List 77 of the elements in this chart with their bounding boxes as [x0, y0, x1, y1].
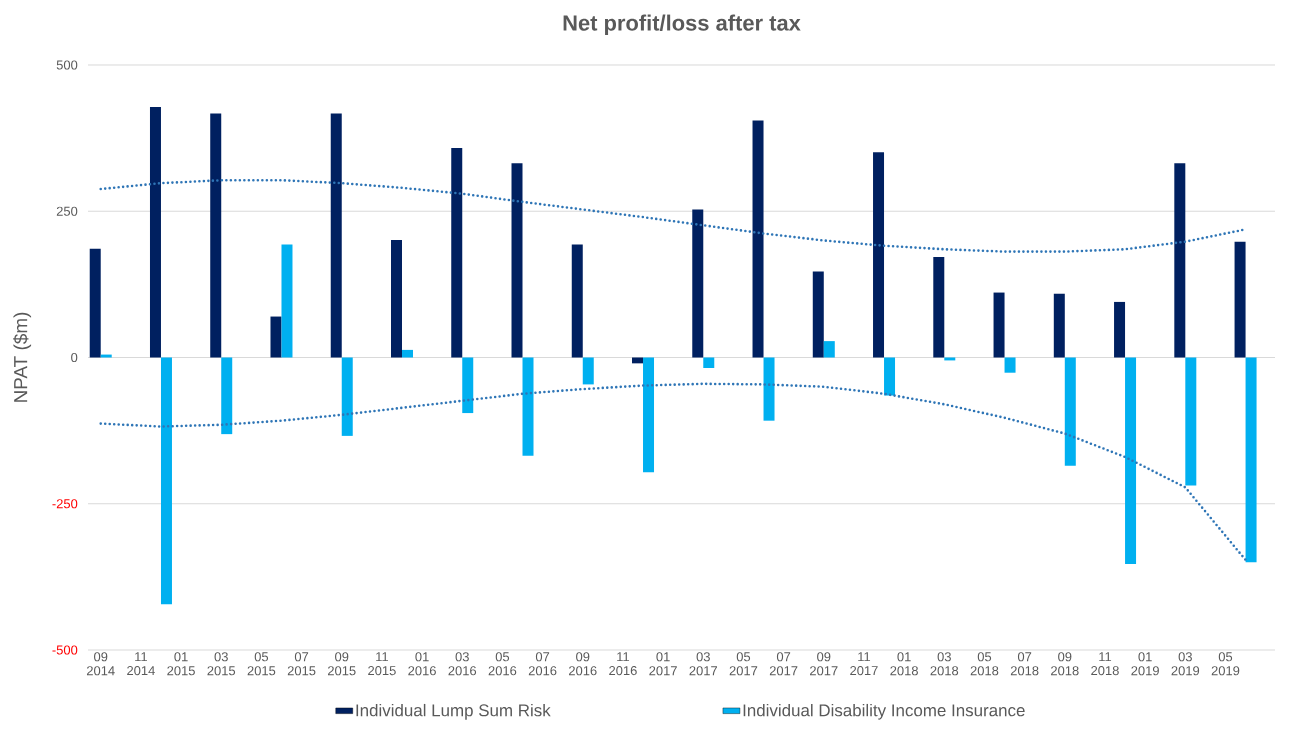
x-tick-label: 09 2016: [569, 652, 597, 676]
x-tick-label: 01 2018: [890, 652, 918, 676]
x-tick-label: 05 2016: [488, 652, 517, 676]
x-tick-label: 05 2019: [1211, 652, 1240, 676]
bar: [703, 357, 715, 369]
x-tick-label: 09 2017: [810, 652, 838, 676]
x-tick-label: 01 2017: [649, 652, 677, 676]
bar: [281, 244, 293, 358]
y-tick-label: 500: [56, 60, 78, 70]
x-tick-label: 03 2015: [207, 652, 236, 676]
bar: [270, 316, 282, 358]
x-tick-label: 07 2016: [528, 652, 557, 676]
bar: [462, 357, 474, 414]
x-tick-label: 05 2017: [729, 652, 758, 676]
y-tick-label: -500: [52, 645, 78, 655]
bar: [873, 152, 885, 358]
bar: [511, 163, 523, 358]
bar: [884, 357, 896, 396]
x-tick-label: 03 2017: [689, 652, 718, 676]
x-tick-label: 03 2016: [448, 652, 477, 676]
bar: [582, 357, 594, 385]
bar: [391, 239, 402, 358]
x-tick-label: 01 2019: [1131, 652, 1159, 676]
x-tick-label: 11 2015: [368, 652, 396, 676]
x-tick-label: 03 2019: [1171, 652, 1200, 676]
bar: [1185, 357, 1197, 486]
bar: [330, 113, 342, 358]
y-tick-label: 250: [56, 206, 78, 216]
bar: [210, 113, 222, 358]
bar: [1245, 357, 1257, 563]
bar: [149, 107, 161, 358]
bar: [1125, 357, 1137, 564]
x-tick-label: 11 2017: [850, 652, 878, 676]
bar: [632, 357, 644, 364]
x-tick-label: 05 2015: [247, 652, 276, 676]
bar: [933, 256, 945, 358]
x-tick-label: 11 2014: [127, 652, 155, 676]
bar: [1064, 357, 1076, 466]
bar: [1004, 357, 1016, 373]
bar: [993, 292, 1005, 358]
x-tick-label: 03 2018: [930, 652, 959, 676]
bar: [221, 357, 233, 435]
bar: [823, 341, 835, 358]
y-tick-label: 0: [71, 352, 78, 363]
x-tick-label: 07 2018: [1010, 652, 1039, 676]
bar: [571, 244, 583, 358]
bar: [752, 120, 764, 358]
bar: [1234, 241, 1246, 358]
x-tick-label: 01 2015: [167, 652, 195, 676]
x-tick-label: 07 2017: [769, 652, 798, 676]
x-tick-label: 05 2018: [970, 652, 999, 676]
bar: [1114, 301, 1126, 358]
y-axis-title: NPAT ($m): [13, 312, 32, 402]
bar: [451, 148, 463, 358]
bar: [1053, 293, 1065, 358]
bar: [1174, 163, 1186, 358]
x-tick-label: 11 2016: [609, 652, 637, 676]
bar: [763, 357, 775, 421]
x-tick-label: 09 2015: [327, 652, 356, 676]
legend-label: Individual Lump Sum Risk: [356, 703, 551, 720]
x-tick-label: 01 2016: [408, 652, 436, 676]
x-tick-label: 09 2018: [1051, 652, 1079, 676]
x-tick-label: 07 2015: [287, 652, 316, 676]
legend-label: Individual Disability Income Insurance: [743, 703, 1025, 720]
bar: [812, 271, 824, 358]
bar: [944, 357, 956, 361]
chart-title: Net profit/loss after tax: [563, 14, 801, 36]
y-tick-label: -250: [52, 499, 78, 509]
bar: [692, 209, 704, 358]
x-tick-label: 09 2014: [86, 652, 115, 676]
bar: [643, 357, 655, 473]
x-tick-label: 11 2018: [1091, 652, 1119, 676]
bar: [522, 357, 534, 456]
bar: [402, 349, 413, 358]
bar: [160, 357, 172, 605]
bar: [89, 248, 101, 358]
bar: [341, 357, 353, 436]
